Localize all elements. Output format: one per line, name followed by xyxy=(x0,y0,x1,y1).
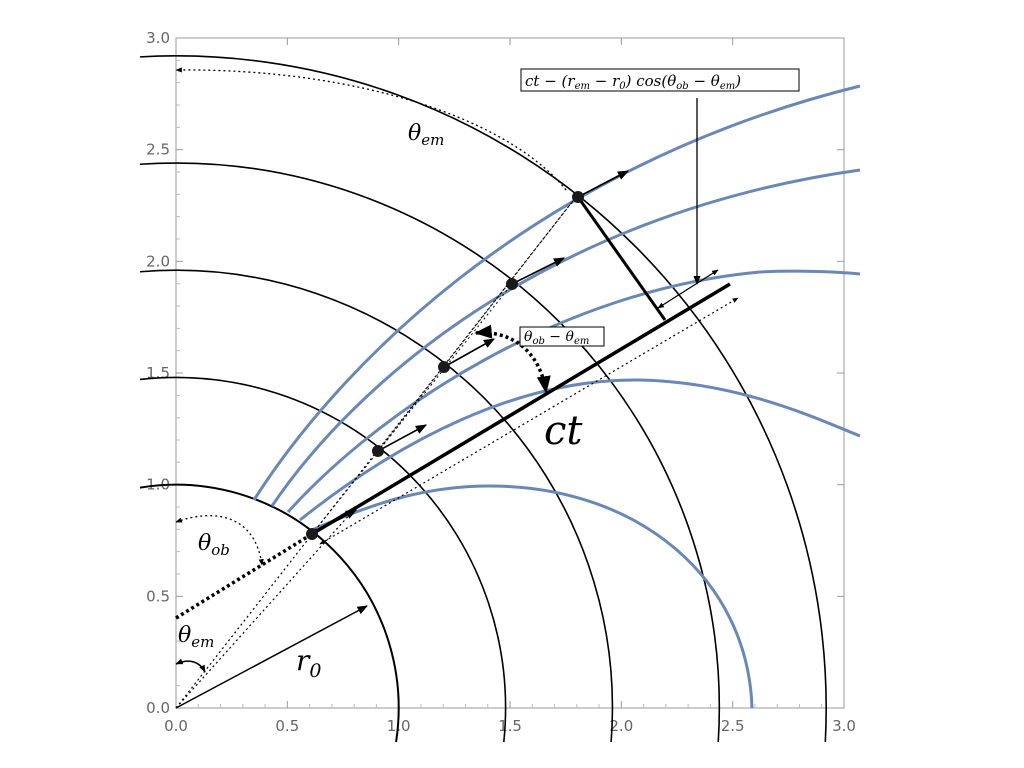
theta-em-inner-label: θem xyxy=(178,623,214,651)
ray-dotted-ob xyxy=(175,511,353,709)
formula-box xyxy=(520,68,800,92)
y-tick-label: 3.0 xyxy=(146,29,170,47)
angle-diff-box xyxy=(519,326,605,347)
difference-arrow xyxy=(657,269,719,309)
emission-point xyxy=(306,528,318,540)
chain-2 xyxy=(377,196,577,452)
blue-trajectory xyxy=(252,84,861,501)
perpendicular-drop xyxy=(576,196,667,321)
emission-points xyxy=(306,170,629,540)
y-tick-label: 0.5 xyxy=(146,587,170,605)
axis-ticks: 0.0 0.5 1.0 1.5 2.0 2.5 3.00.00.51.01.52.02.53… xyxy=(146,29,856,735)
theta-em-outer-label: θem xyxy=(408,121,444,149)
emission-point xyxy=(506,278,518,290)
ct-label: ct xyxy=(544,408,583,454)
y-tick-label: 2.0 xyxy=(146,252,170,270)
x-tick-label: 1.5 xyxy=(498,717,522,735)
theta-em-outer-arc xyxy=(175,67,567,191)
tangent-arrow xyxy=(511,257,566,285)
chain-1 xyxy=(311,283,513,535)
x-tick-label: 0.5 xyxy=(275,717,299,735)
angle-diff-label: θob − θem xyxy=(524,329,589,347)
plot-frame xyxy=(175,37,845,709)
thick-dotted-ray xyxy=(175,532,313,620)
theta-em-inner-arc xyxy=(175,658,206,673)
x-tick-label: 2.5 xyxy=(721,717,745,735)
emission-point xyxy=(372,445,384,457)
wavefront-circle xyxy=(139,483,400,743)
wavefront-circle xyxy=(139,376,507,743)
tangent-arrow xyxy=(443,338,495,368)
y-tick-label: 0.0 xyxy=(146,699,170,717)
emission-point xyxy=(438,361,450,373)
tangent-arrow xyxy=(377,424,427,452)
x-tick-label: 0.0 xyxy=(164,717,188,735)
ct-line xyxy=(311,282,731,536)
theta-ob-label: θob xyxy=(198,531,230,559)
ct-dotted-arrow xyxy=(319,297,739,545)
labels: θem θob θem r0 ct θob − θem ct − (rem − … xyxy=(178,68,800,682)
tangent-arrow xyxy=(577,170,629,198)
theta-ob-arc xyxy=(175,515,264,566)
r0-label: r0 xyxy=(296,644,321,682)
emission-point xyxy=(572,191,584,203)
x-tick-label: 3.0 xyxy=(832,717,856,735)
wavefront-circle xyxy=(139,55,827,743)
y-tick-label: 2.5 xyxy=(146,141,170,159)
r0-arrow xyxy=(175,605,368,709)
wavefront-circle xyxy=(139,162,721,743)
wavefront-circles xyxy=(139,55,827,743)
formula-label: ct − (rem − r0) cos(θob − θem) xyxy=(525,72,741,92)
tangent-arrow xyxy=(311,509,357,535)
x-tick-label: 2.0 xyxy=(609,717,633,735)
